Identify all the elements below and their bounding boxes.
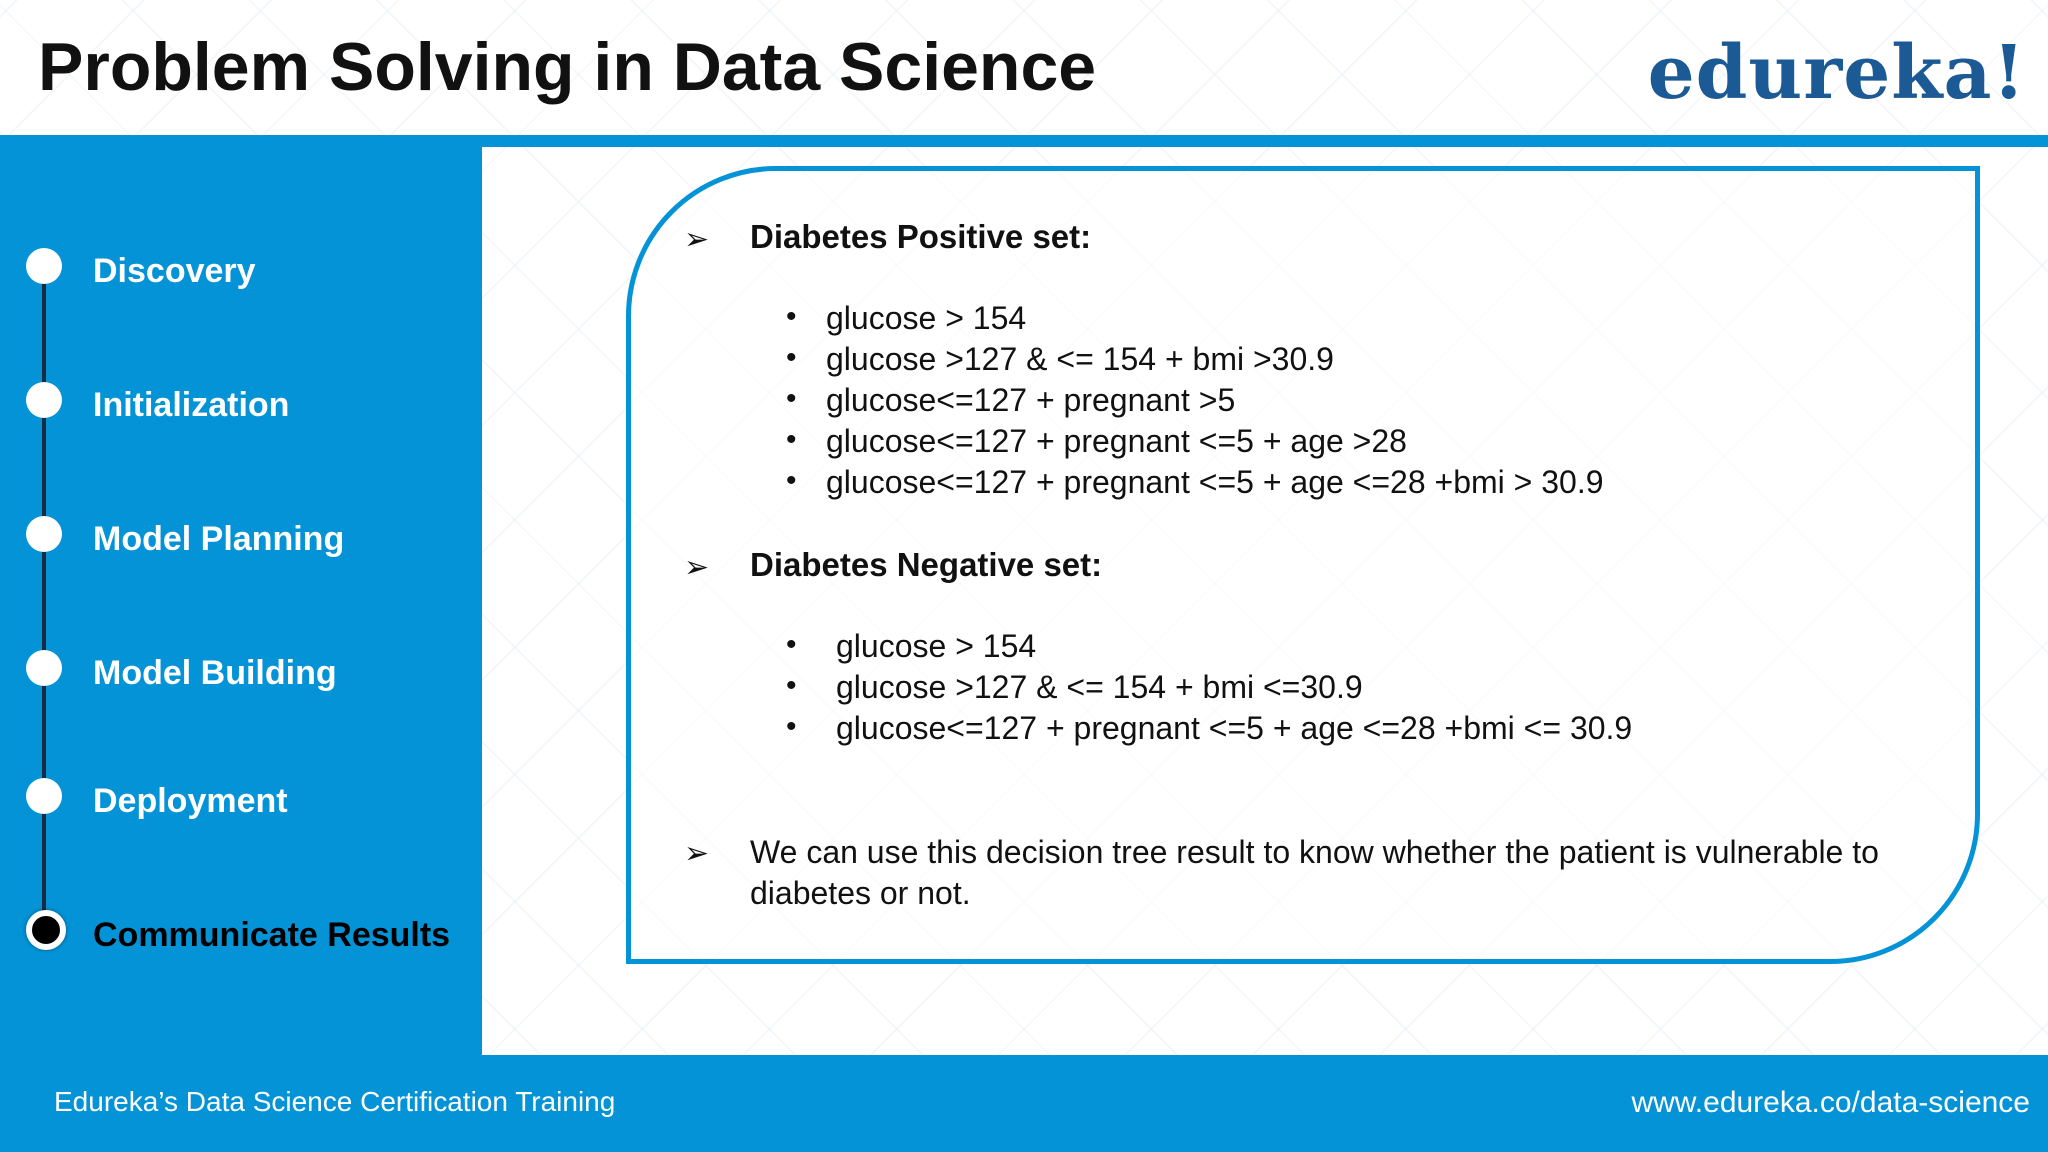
bullet-icon: • bbox=[786, 300, 797, 333]
footer: Edureka’s Data Science Certification Tra… bbox=[0, 1055, 2048, 1152]
list-item-text: glucose > 154 bbox=[826, 300, 1027, 336]
list-item-text: glucose<=127 + pregnant <=5 + age <=28 +… bbox=[826, 464, 1604, 500]
bullet-icon: • bbox=[786, 628, 797, 661]
step-label: Deployment bbox=[93, 782, 288, 820]
timeline-line bbox=[42, 262, 46, 930]
step-dot-icon bbox=[26, 382, 62, 418]
step-model-planning: Model Planning bbox=[0, 516, 482, 566]
list-item-text: glucose<=127 + pregnant <=5 + age <=28 +… bbox=[836, 710, 1633, 746]
bullet-icon: • bbox=[786, 341, 797, 374]
step-communicate-results: Communicate Results bbox=[0, 910, 482, 960]
page-title: Problem Solving in Data Science bbox=[38, 29, 1097, 105]
bullet-icon: • bbox=[786, 382, 797, 415]
step-dot-icon bbox=[26, 516, 62, 552]
step-discovery: Discovery bbox=[0, 248, 482, 298]
list-item-text: glucose<=127 + pregnant >5 bbox=[826, 382, 1236, 418]
list-item-text: glucose<=127 + pregnant <=5 + age >28 bbox=[826, 423, 1407, 459]
header-divider bbox=[0, 135, 2048, 147]
bullet-icon: • bbox=[786, 464, 797, 497]
sidebar bbox=[0, 147, 482, 1055]
arrow-bullet-icon: ➢ bbox=[684, 837, 710, 870]
edureka-logo: edureka! bbox=[1647, 30, 2026, 116]
step-dot-icon bbox=[26, 248, 62, 284]
step-deployment: Deployment bbox=[0, 778, 482, 828]
header: Problem Solving in Data Science edureka! bbox=[0, 0, 2048, 134]
step-model-building: Model Building bbox=[0, 650, 482, 700]
list-item-text: glucose >127 & <= 154 + bmi >30.9 bbox=[826, 341, 1334, 377]
step-label: Model Planning bbox=[93, 520, 345, 558]
arrow-bullet-icon: ➢ bbox=[684, 551, 710, 584]
step-dot-icon bbox=[26, 778, 62, 814]
footer-course-name: Edureka’s Data Science Certification Tra… bbox=[54, 1086, 616, 1117]
step-dot-icon bbox=[26, 650, 62, 686]
list-item-text: glucose >127 & <= 154 + bmi <=30.9 bbox=[836, 669, 1363, 705]
bullet-icon: • bbox=[786, 710, 797, 743]
step-label: Model Building bbox=[93, 654, 337, 692]
bullet-icon: • bbox=[786, 423, 797, 456]
negative-heading: Diabetes Negative set: bbox=[750, 546, 1103, 583]
step-label: Discovery bbox=[93, 252, 256, 290]
list-item-text: glucose > 154 bbox=[836, 628, 1037, 664]
content-box bbox=[626, 166, 1980, 964]
step-label: Initialization bbox=[93, 386, 290, 424]
positive-heading: Diabetes Positive set: bbox=[750, 218, 1092, 255]
bullet-icon: • bbox=[786, 669, 797, 702]
conclusion-text: We can use this decision tree result to … bbox=[750, 834, 1879, 911]
footer-url: www.edureka.co/data-science bbox=[1631, 1086, 2030, 1119]
step-label-active: Communicate Results bbox=[93, 916, 451, 954]
step-dot-active-icon bbox=[26, 910, 66, 950]
arrow-bullet-icon: ➢ bbox=[684, 223, 710, 256]
step-initialization: Initialization bbox=[0, 382, 482, 432]
